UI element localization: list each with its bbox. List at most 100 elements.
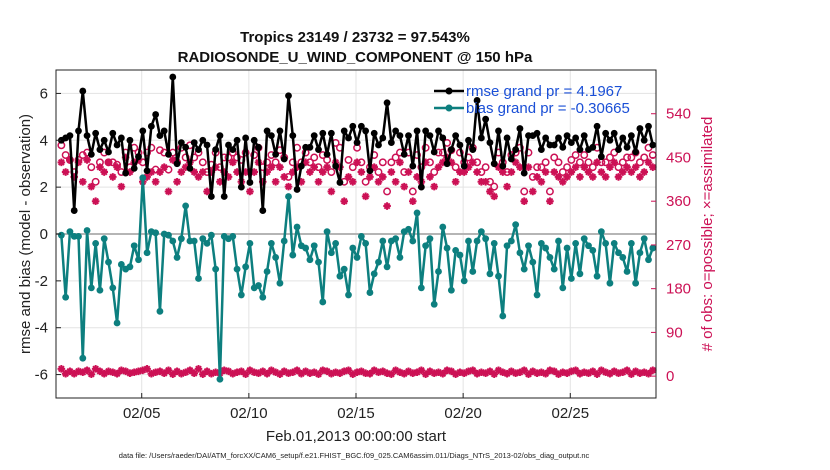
obs-assimilated-23 <box>156 168 164 176</box>
bias-point-69 <box>353 254 361 261</box>
rmse-point-93 <box>456 141 464 149</box>
obs-assimilated-117 <box>558 177 567 186</box>
obs-low-40 <box>228 369 237 378</box>
obs-low-123 <box>584 369 593 378</box>
obs-low-41 <box>233 368 241 377</box>
bias-point-8 <box>92 239 100 247</box>
bias-point-5 <box>79 354 87 362</box>
obs-low-102 <box>494 366 503 375</box>
obs-assimilated-119 <box>567 168 576 176</box>
obs-assimilated-70 <box>357 168 366 176</box>
bias-point-94 <box>460 277 468 285</box>
obs-low-93 <box>456 368 464 377</box>
bias-point-17 <box>130 242 138 250</box>
obs-assimilated-49 <box>267 163 276 171</box>
obs-low-108 <box>520 366 529 375</box>
obs-possible-99 <box>481 163 490 172</box>
y-axis-label-right: # of obs: o=possible; ×=assimilated <box>699 117 716 352</box>
bias-point-116 <box>555 237 562 245</box>
obs-low-79 <box>396 368 404 377</box>
rmse-point-82 <box>409 162 417 170</box>
bias-point-20 <box>143 249 151 257</box>
obs-low-122 <box>580 368 589 377</box>
obs-assimilated-28 <box>177 168 186 176</box>
rmse-point-124 <box>589 143 597 151</box>
rmse-point-133 <box>627 132 635 140</box>
bias-point-23 <box>156 307 164 315</box>
bias-point-34 <box>203 239 211 247</box>
rmse-point-24 <box>160 127 168 135</box>
obs-low-16 <box>126 369 134 378</box>
obs-assimilated-68 <box>348 177 357 186</box>
rmse-point-16 <box>126 136 134 144</box>
obs-assimilated-13 <box>113 163 121 171</box>
rmse-point-15 <box>122 169 130 177</box>
obs-low-56 <box>297 369 306 378</box>
obs-low-42 <box>237 367 246 376</box>
obs-assimilated-1 <box>61 168 70 176</box>
rmse-point-126 <box>597 153 605 161</box>
rmse-point-61 <box>319 129 327 137</box>
obs-assimilated-127 <box>601 173 610 181</box>
bias-point-130 <box>615 249 622 257</box>
rmse-point-56 <box>297 162 305 170</box>
bias-point-51 <box>276 279 284 287</box>
bias-point-103 <box>499 312 507 320</box>
obs-low-51 <box>276 370 284 378</box>
rmse-point-67 <box>345 134 352 142</box>
obs-assimilated-2 <box>66 156 74 164</box>
obs-assimilated-93 <box>456 168 464 176</box>
obs-possible-114 <box>545 187 554 196</box>
obs-low-106 <box>511 369 520 378</box>
obs-possible-59 <box>310 153 319 162</box>
obs-low-3 <box>70 369 79 378</box>
rmse-point-72 <box>366 167 374 175</box>
bias-point-90 <box>443 244 451 252</box>
obs-count-markers <box>57 138 657 378</box>
rmse-point-3 <box>70 207 78 214</box>
obs-low-36 <box>211 368 220 377</box>
obs-assimilated-35 <box>207 168 216 176</box>
obs-possible-130 <box>614 163 623 172</box>
obs-low-86 <box>426 367 434 376</box>
rmse-point-99 <box>482 115 490 123</box>
obs-low-65 <box>336 369 344 378</box>
obs-assimilated-56 <box>297 177 306 186</box>
bias-point-134 <box>632 279 640 287</box>
rmse-point-60 <box>315 146 322 154</box>
bias-point-137 <box>645 256 652 264</box>
rmse-point-12 <box>109 129 117 137</box>
bias-point-82 <box>409 237 417 245</box>
obs-low-130 <box>614 369 623 378</box>
obs-assimilated-54 <box>288 168 297 176</box>
y-right-tick-label-3: 270 <box>666 237 691 254</box>
obs-assimilated-3 <box>70 173 79 181</box>
obs-possible-33 <box>198 158 207 167</box>
bias-point-46 <box>255 282 262 289</box>
bias-series <box>57 174 657 383</box>
bias-point-106 <box>512 221 520 229</box>
obs-assimilated-45 <box>250 168 259 176</box>
obs-low-30 <box>186 366 194 375</box>
rmse-point-36 <box>212 146 220 154</box>
bias-point-101 <box>490 239 498 247</box>
rmse-point-130 <box>615 146 622 154</box>
obs-low-34 <box>203 367 211 376</box>
bias-point-102 <box>495 272 502 280</box>
obs-assimilated-133 <box>627 168 636 176</box>
obs-low-5 <box>78 368 87 377</box>
rmse-point-14 <box>117 134 125 142</box>
rmse-point-17 <box>130 165 138 172</box>
obs-low-43 <box>241 370 250 378</box>
obs-low-82 <box>408 369 417 378</box>
bias-point-83 <box>413 209 421 217</box>
obs-assimilated-11 <box>104 158 113 167</box>
bias-point-100 <box>486 270 494 278</box>
rmse-point-104 <box>503 134 511 142</box>
rmse-point-37 <box>216 132 224 140</box>
obs-assimilated-111 <box>533 173 541 181</box>
obs-possible-92 <box>451 163 460 172</box>
bias-point-85 <box>422 242 430 250</box>
bias-point-115 <box>550 265 558 273</box>
obs-assimilated-138 <box>648 163 657 171</box>
